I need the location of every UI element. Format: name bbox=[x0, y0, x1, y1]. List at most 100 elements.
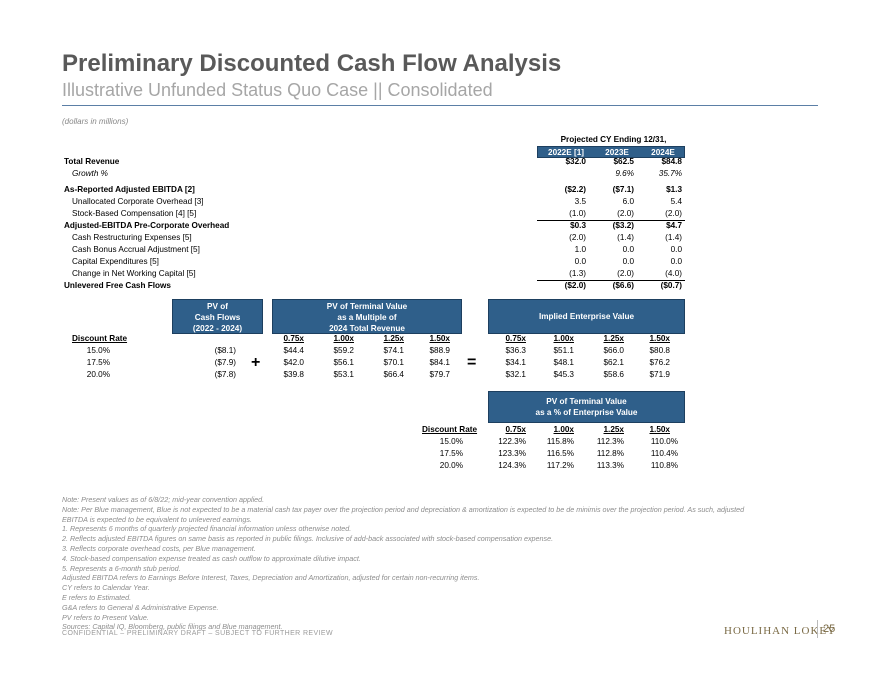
pct-value: 110.0% bbox=[650, 437, 678, 446]
total-line bbox=[537, 280, 685, 281]
company-logo: HOULIHAN LOKEY bbox=[724, 625, 837, 637]
multiple-header: 1.25x bbox=[383, 334, 405, 343]
footnote: Sources: Capital IQ, Bloomberg, public f… bbox=[62, 622, 283, 632]
pct-value: 112.3% bbox=[596, 437, 624, 446]
row-value: (2.0) bbox=[569, 233, 586, 242]
pv-tv-value: $39.8 bbox=[283, 370, 305, 379]
ev-value: $51.1 bbox=[553, 346, 575, 355]
row-value: $4.7 bbox=[666, 221, 682, 230]
row-value: (2.0) bbox=[665, 209, 682, 218]
ev-value: $48.1 bbox=[553, 358, 575, 367]
projection-header: Projected CY Ending 12/31, bbox=[560, 135, 667, 144]
pv-cf-value: ($7.8) bbox=[214, 370, 236, 379]
ev-value: $45.3 bbox=[553, 370, 575, 379]
pct-value: 117.2% bbox=[546, 461, 574, 470]
pct-value: 115.8% bbox=[546, 437, 574, 446]
row-label: As-Reported Adjusted EBITDA [2] bbox=[64, 185, 195, 194]
footnote: 1. Represents 6 months of quarterly proj… bbox=[62, 524, 352, 534]
pv-tv-value: $44.4 bbox=[283, 346, 305, 355]
ev-value: $76.2 bbox=[649, 358, 671, 367]
footnote: PV refers to Present Value. bbox=[62, 612, 149, 622]
pv-tv-value: $42.0 bbox=[283, 358, 305, 367]
row-value: $84.8 bbox=[661, 157, 683, 166]
pct-value: 122.3% bbox=[498, 437, 526, 446]
year-col-3: 2024E bbox=[651, 148, 675, 157]
header-line: as a Multiple of bbox=[337, 313, 397, 322]
discount-rate: 17.5% bbox=[439, 449, 463, 458]
pct-value: 123.3% bbox=[498, 449, 526, 458]
title-divider bbox=[62, 105, 818, 106]
units-note: (dollars in millions) bbox=[62, 117, 129, 126]
row-value: 5.4 bbox=[670, 197, 682, 206]
pv-cf-value: ($7.9) bbox=[214, 358, 236, 367]
page-subtitle: Illustrative Unfunded Status Quo Case ||… bbox=[62, 80, 493, 100]
pct-value: 116.5% bbox=[546, 449, 574, 458]
pv-tv-value: $66.4 bbox=[383, 370, 405, 379]
multiple-header: 0.75x bbox=[283, 334, 305, 343]
discount-rate: 15.0% bbox=[439, 437, 463, 446]
pv-tv-value: $56.1 bbox=[333, 358, 355, 367]
discount-rate: 20.0% bbox=[86, 370, 110, 379]
header-line: as a % of Enterprise Value bbox=[535, 408, 638, 417]
pv-tv-value: $59.2 bbox=[333, 346, 355, 355]
page-number: 25 bbox=[823, 623, 836, 635]
row-value: (1.0) bbox=[569, 209, 586, 218]
row-value: ($6.6) bbox=[612, 281, 634, 290]
ev-value: $34.1 bbox=[505, 358, 527, 367]
discount-rate: 20.0% bbox=[439, 461, 463, 470]
pct-value: 112.8% bbox=[596, 449, 624, 458]
footnotes: Note: Present values as of 6/8/22; mid-y… bbox=[62, 495, 822, 632]
pct-value: 110.4% bbox=[650, 449, 678, 458]
confidential-notice: CONFIDENTIAL – PRELIMINARY DRAFT – SUBJE… bbox=[62, 630, 333, 637]
ev-value: $58.6 bbox=[603, 370, 625, 379]
row-value: 35.7% bbox=[658, 169, 682, 178]
row-value: (4.0) bbox=[665, 269, 682, 278]
year-col-2: 2023E bbox=[605, 148, 629, 157]
multiple-header: 1.00x bbox=[553, 425, 575, 434]
row-label: Adjusted-EBITDA Pre-Corporate Overhead bbox=[64, 221, 230, 230]
multiple-header: 1.00x bbox=[333, 334, 355, 343]
multiple-header: 0.75x bbox=[505, 334, 527, 343]
footnote: Note: Per Blue management, Blue is not e… bbox=[62, 504, 745, 514]
multiple-header: 1.50x bbox=[429, 334, 451, 343]
pv-tv-value: $74.1 bbox=[383, 346, 405, 355]
row-value: 0.0 bbox=[622, 245, 634, 254]
row-value: (2.0) bbox=[617, 209, 634, 218]
row-label: Unallocated Corporate Overhead [3] bbox=[72, 197, 204, 206]
discount-rate-label: Discount Rate bbox=[72, 334, 128, 343]
row-label: Total Revenue bbox=[64, 157, 120, 166]
footnote: Adjusted EBITDA refers to Earnings Befor… bbox=[62, 573, 480, 583]
footnote: Note: Present values as of 6/8/22; mid-y… bbox=[62, 495, 265, 504]
logo-separator bbox=[817, 620, 818, 638]
row-value: (1.3) bbox=[569, 269, 586, 278]
ev-value: $66.0 bbox=[603, 346, 625, 355]
row-label: Change in Net Working Capital [5] bbox=[72, 269, 196, 278]
footnote: 2. Reflects adjusted EBITDA figures on s… bbox=[62, 534, 554, 544]
discount-rate: 17.5% bbox=[86, 358, 110, 367]
equals-sign: = bbox=[467, 354, 477, 371]
year-col-1: 2022E [1] bbox=[548, 148, 584, 157]
row-value: 0.0 bbox=[622, 257, 634, 266]
pv-terminal-value-header: PV of Terminal Value as a Multiple of 20… bbox=[272, 299, 462, 334]
pct-value: 110.8% bbox=[650, 461, 678, 470]
multiple-header: 1.50x bbox=[649, 425, 671, 434]
header-line: PV of Terminal Value bbox=[326, 302, 408, 311]
pv-tv-value: $70.1 bbox=[383, 358, 405, 367]
pct-value: 124.3% bbox=[498, 461, 526, 470]
plus-sign: + bbox=[251, 354, 261, 371]
header-line: 2024 Total Revenue bbox=[329, 324, 405, 333]
row-value: ($2.2) bbox=[564, 185, 586, 194]
subtotal-line bbox=[537, 220, 685, 221]
pv-tv-value: $79.7 bbox=[429, 370, 451, 379]
row-value: ($3.2) bbox=[612, 221, 634, 230]
pv-cash-flows-header: PV of Cash Flows (2022 - 2024) bbox=[172, 299, 263, 334]
ev-value: $71.9 bbox=[649, 370, 671, 379]
footnote: G&A refers to General & Administrative E… bbox=[62, 602, 219, 612]
row-label: Stock-Based Compensation [4] [5] bbox=[72, 209, 197, 218]
pv-cf-value: ($8.1) bbox=[214, 346, 236, 355]
row-label: Cash Bonus Accrual Adjustment [5] bbox=[72, 245, 200, 254]
header-line: (2022 - 2024) bbox=[192, 324, 243, 333]
row-value: 3.5 bbox=[574, 197, 586, 206]
discount-rate-label: Discount Rate bbox=[422, 425, 478, 434]
row-value: 0.0 bbox=[574, 257, 586, 266]
